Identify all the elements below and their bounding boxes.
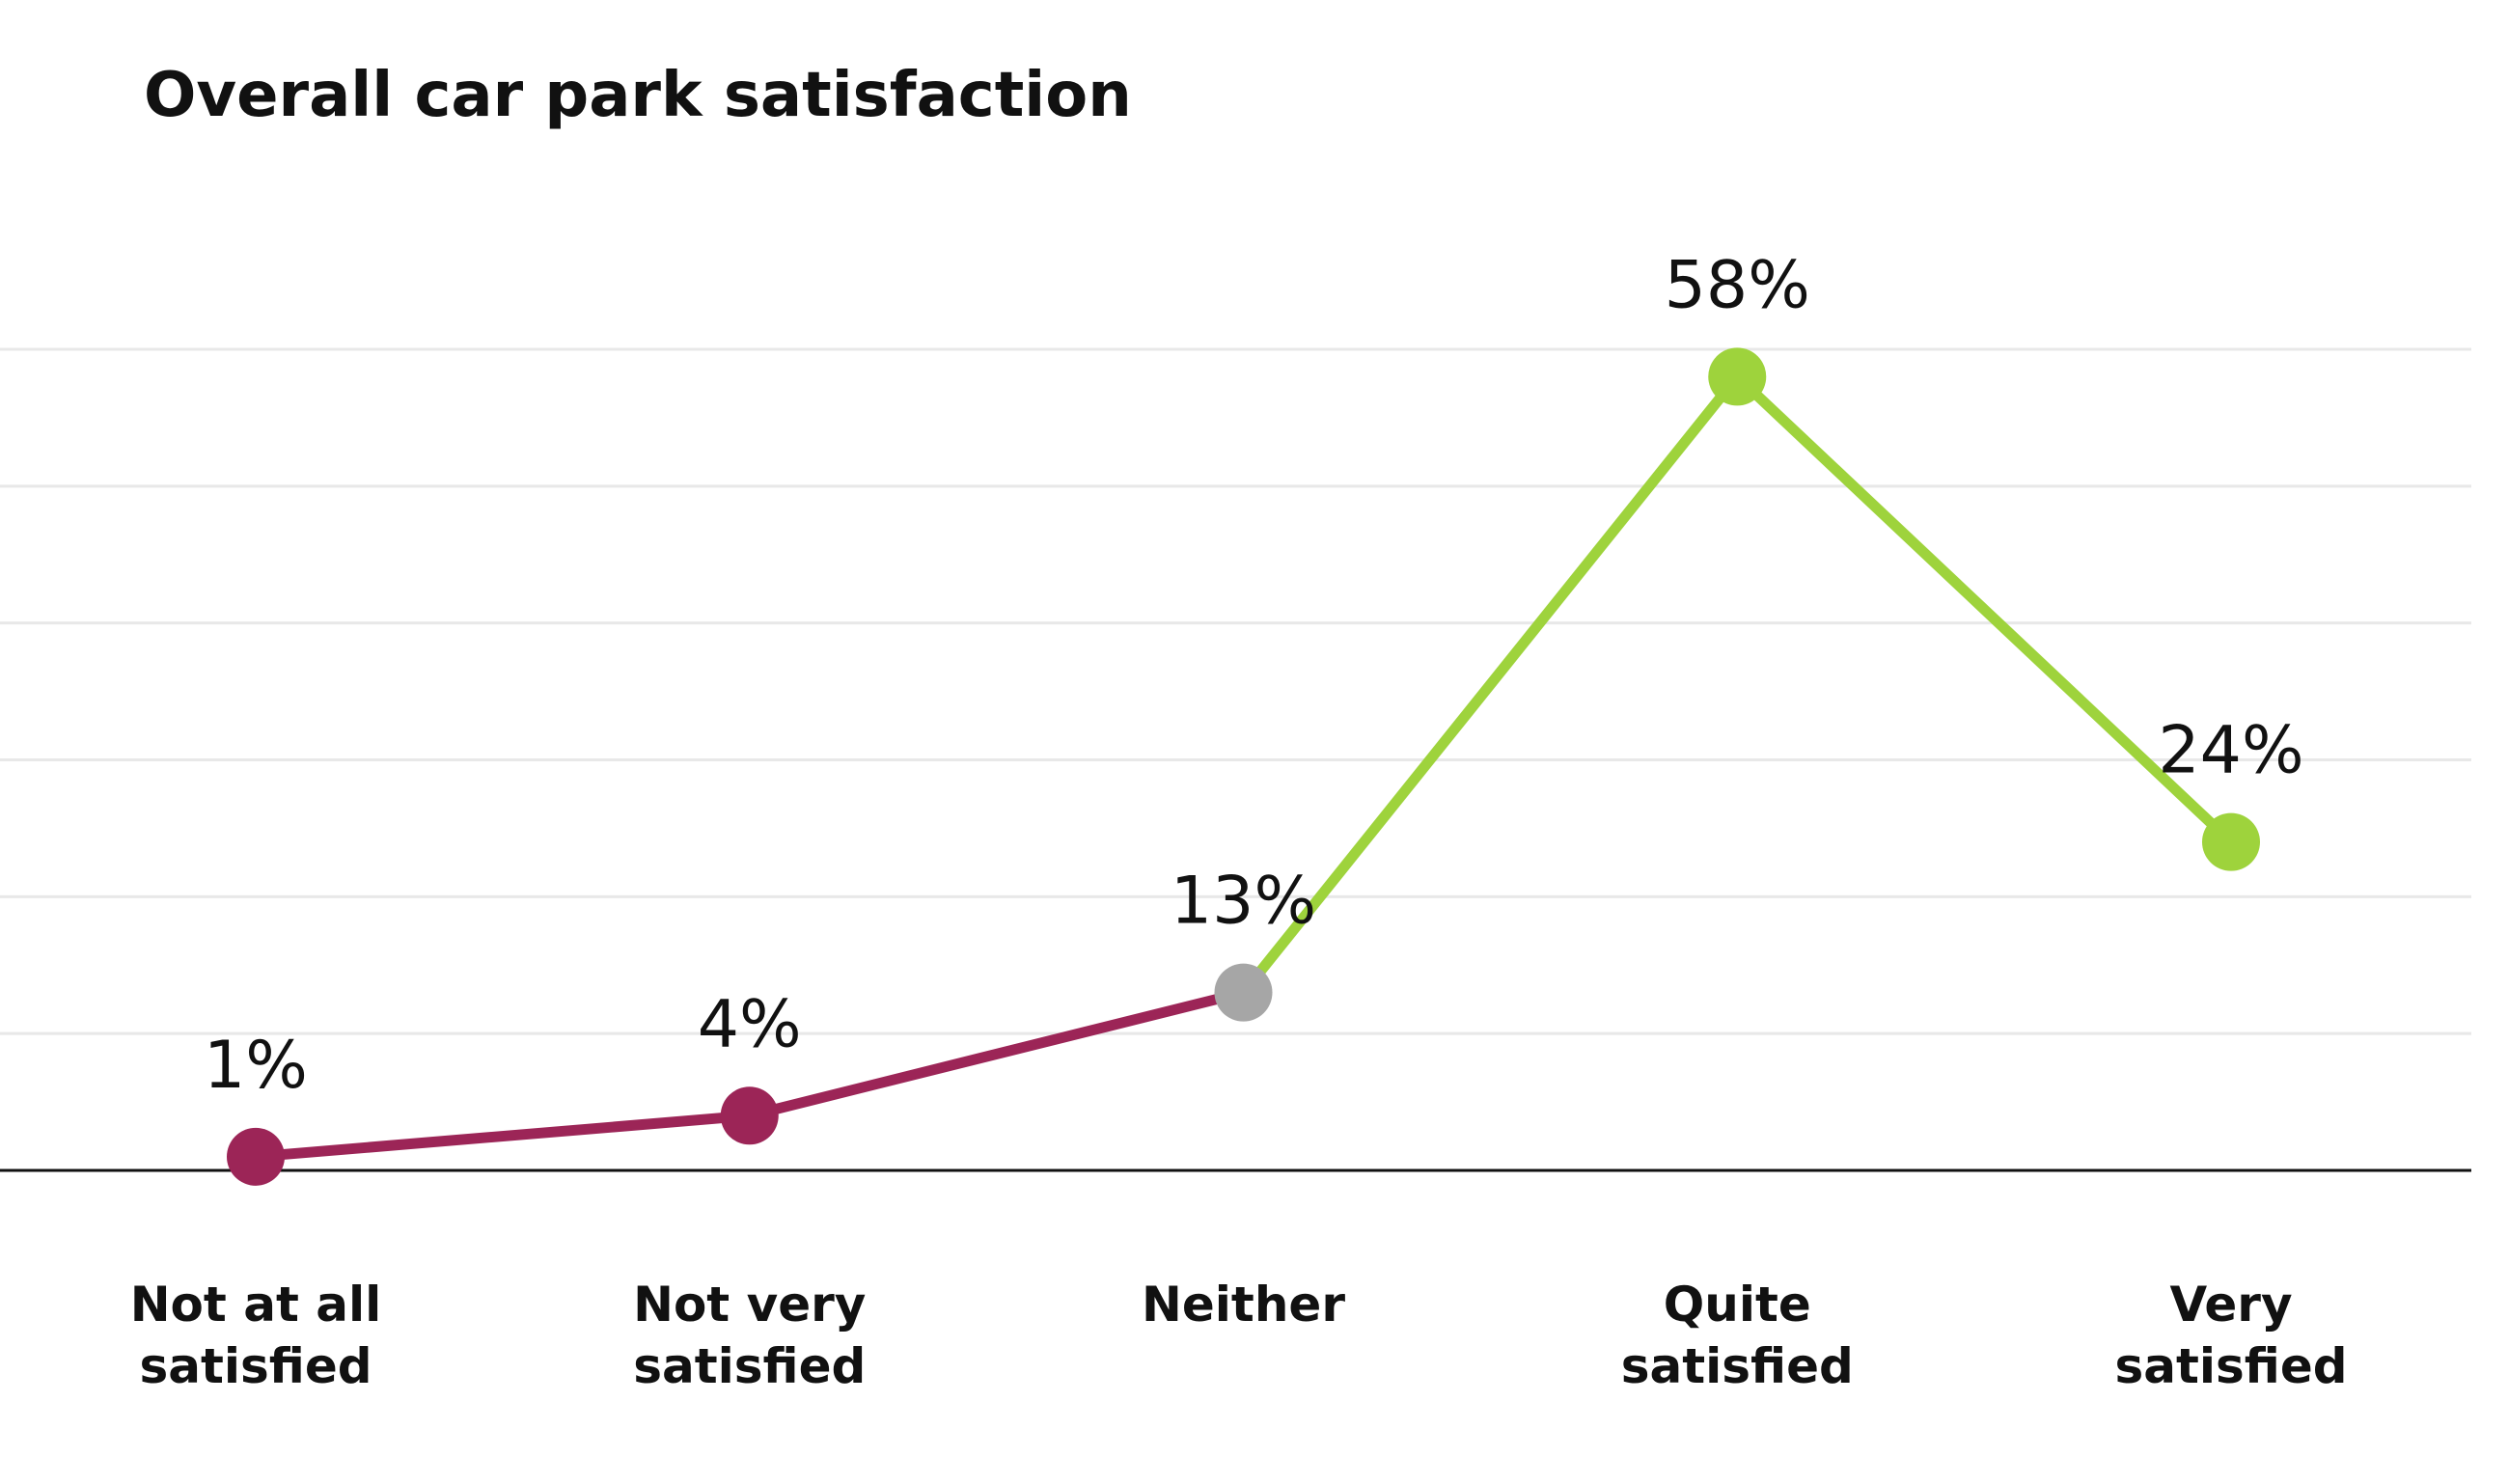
x-tick-label: Not very satisfied xyxy=(633,1277,867,1394)
x-tick-label: Neither xyxy=(1142,1277,1345,1333)
point xyxy=(2202,812,2260,871)
value-label: 24% xyxy=(2158,713,2303,789)
point xyxy=(720,1086,779,1145)
x-tick-label: Very satisfied xyxy=(2114,1277,2348,1394)
line-segment xyxy=(1733,372,2235,846)
value-label: 1% xyxy=(204,1028,308,1104)
line-segment xyxy=(1239,372,1742,997)
x-tick-label: Quite satisfied xyxy=(1620,1277,1854,1394)
chart-title: Overall car park satisfaction xyxy=(144,60,1132,131)
point xyxy=(1708,347,1767,406)
line-segment xyxy=(748,987,1245,1121)
value-label: 58% xyxy=(1665,247,1810,323)
value-label: 4% xyxy=(698,986,802,1062)
x-tick-label: Not at all satisfied xyxy=(129,1277,382,1394)
point xyxy=(1214,963,1273,1022)
value-label: 13% xyxy=(1171,864,1316,940)
point xyxy=(227,1127,285,1186)
line-segment xyxy=(255,1110,751,1163)
